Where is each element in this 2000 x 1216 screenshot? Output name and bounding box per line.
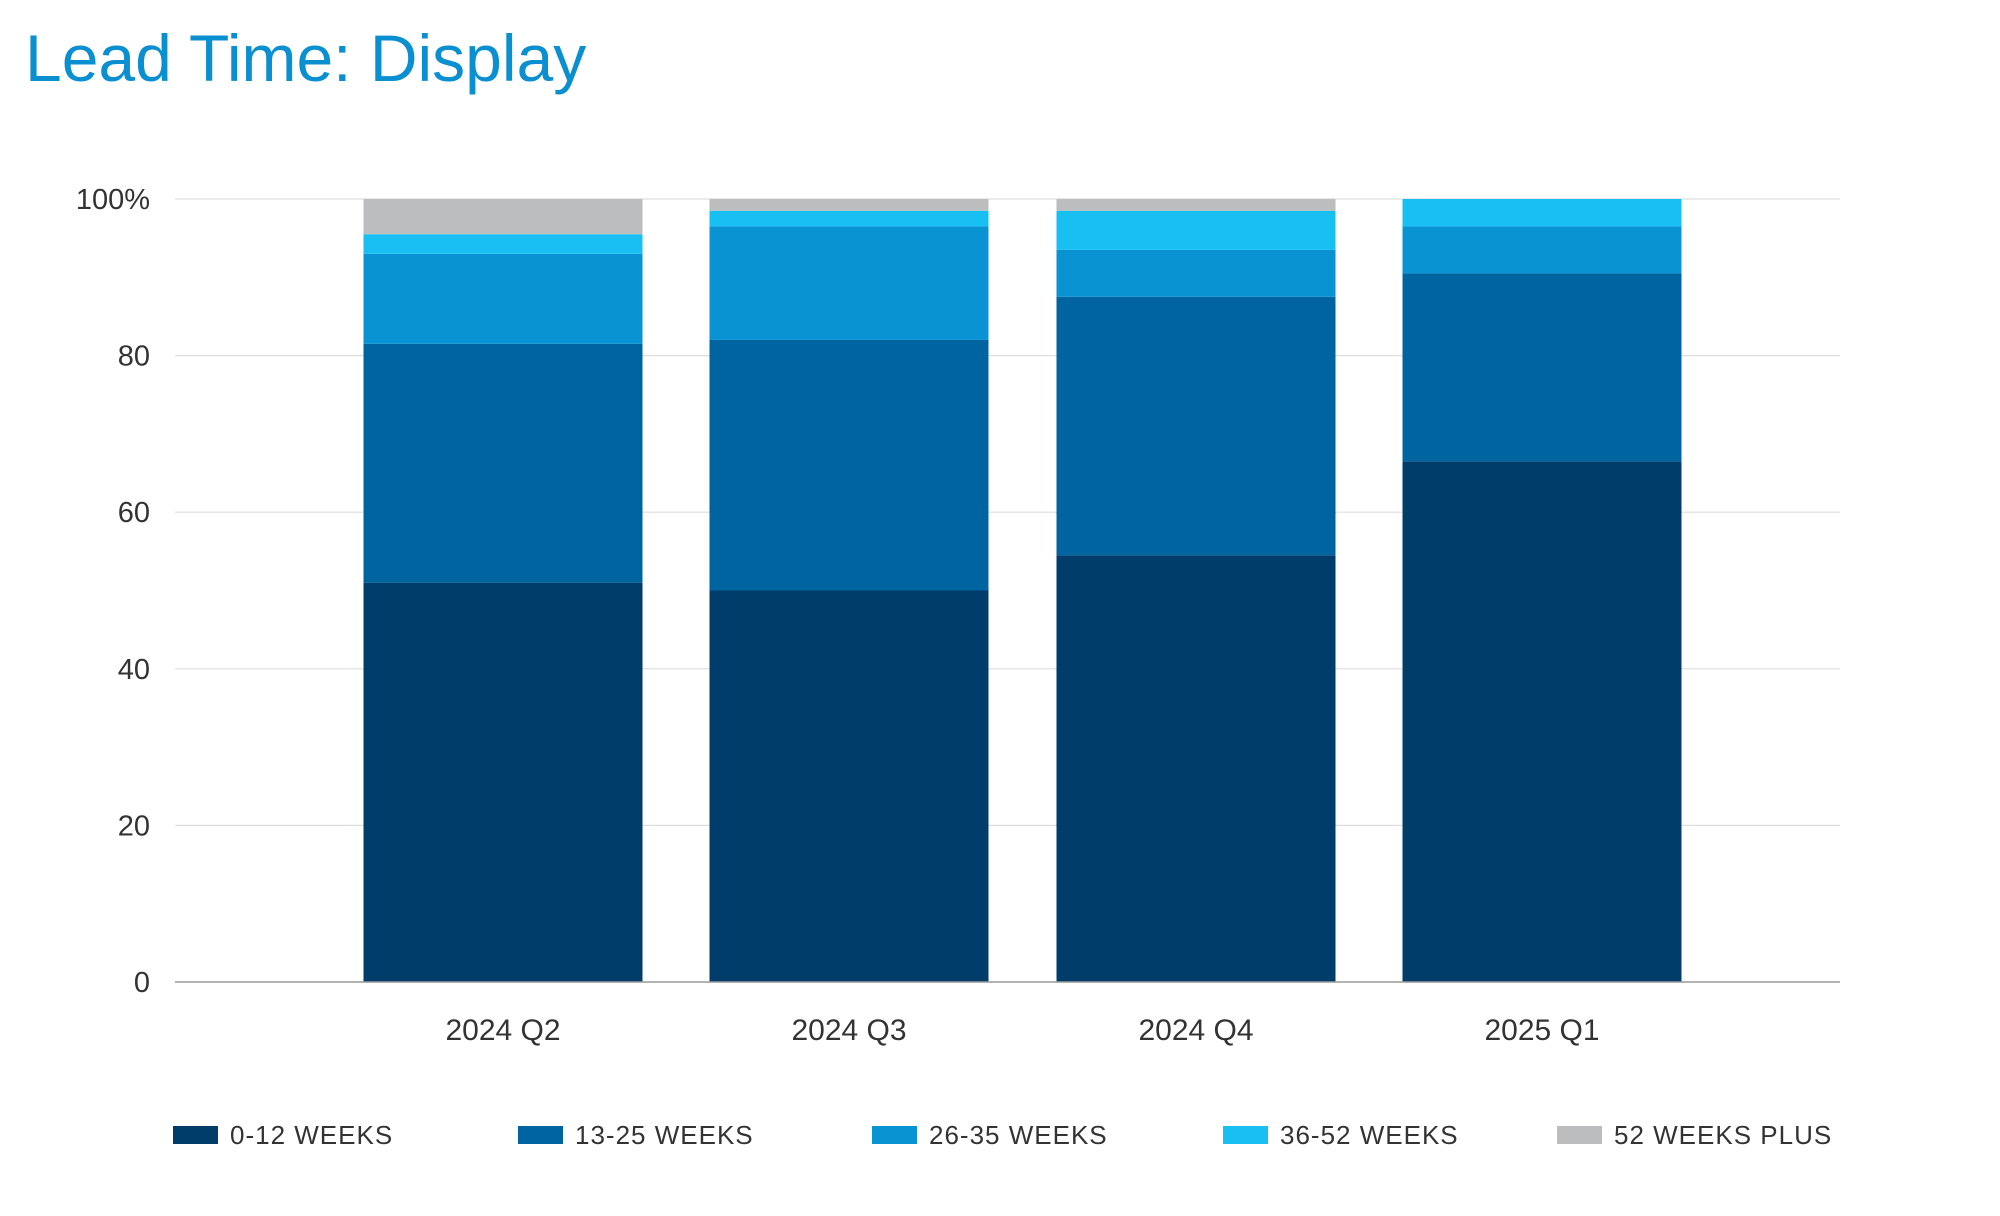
bar-segment-2025-q1-series-1	[1402, 461, 1682, 982]
legend-item: 13-25 WEEKS	[518, 1110, 754, 1160]
bar-segment-2024-q4-series-1	[1056, 555, 1336, 982]
bar-segment-2024-q3-series-4	[709, 210, 989, 227]
legend-label: 36-52 WEEKS	[1280, 1119, 1459, 1150]
bar-segment-2024-q2-series-2	[363, 343, 643, 583]
legend-swatch	[872, 1126, 917, 1144]
x-tick-label: 2024 Q2	[445, 1014, 560, 1047]
legend-label: 52 WEEKS PLUS	[1614, 1119, 1833, 1150]
bar-segment-2024-q4-series-5	[1056, 199, 1336, 211]
legend-item: 52 WEEKS PLUS	[1557, 1110, 1832, 1160]
legend-label: 13-25 WEEKS	[575, 1119, 754, 1150]
bar-segment-2024-q3-series-5	[709, 199, 989, 211]
bar-segment-2024-q2-series-3	[363, 253, 643, 344]
legend-swatch	[518, 1126, 563, 1144]
chart-legend: 0-12 WEEKS 13-25 WEEKS 26-35 WEEKS 36-52 WE…	[0, 1110, 2000, 1160]
y-tick-label: 20	[118, 810, 150, 842]
bar-segment-2025-q1-series-2	[1402, 273, 1682, 462]
x-tick-label: 2025 Q1	[1484, 1014, 1599, 1047]
y-tick-label: 40	[118, 654, 150, 686]
bar-segment-2025-q1-series-4	[1402, 199, 1682, 227]
legend-item: 26-35 WEEKS	[872, 1110, 1108, 1160]
y-tick-label: 0	[134, 967, 150, 999]
bar-segment-2024-q2-series-5	[363, 199, 643, 235]
bars	[363, 199, 1682, 982]
bar-segment-2024-q2-series-4	[363, 234, 643, 254]
bar-segment-2024-q3-series-3	[709, 226, 989, 340]
bar-segment-2024-q3-series-1	[709, 590, 989, 982]
bar-segment-2025-q1-series-3	[1402, 226, 1682, 274]
bar-segment-2024-q2-series-1	[363, 582, 643, 982]
legend-swatch	[173, 1126, 218, 1144]
bar-segment-2024-q3-series-2	[709, 339, 989, 591]
bar-segment-2024-q4-series-3	[1056, 249, 1336, 297]
chart-title: Lead Time: Display	[25, 21, 587, 95]
legend-swatch	[1223, 1126, 1268, 1144]
legend-label: 0-12 WEEKS	[230, 1119, 394, 1150]
legend-label: 26-35 WEEKS	[929, 1119, 1108, 1150]
x-tick-label: 2024 Q3	[791, 1014, 906, 1047]
y-tick-label: 100%	[76, 184, 150, 216]
bar-segment-2024-q4-series-2	[1056, 296, 1336, 556]
x-tick-label: 2024 Q4	[1138, 1014, 1253, 1047]
legend-item: 36-52 WEEKS	[1223, 1110, 1459, 1160]
axes: 0 20 40 60 80 100% 2024 Q2 2024 Q3 2024 Q4 2025 Q…	[76, 184, 1840, 1047]
y-tick-label: 60	[118, 497, 150, 529]
legend-swatch	[1557, 1126, 1602, 1144]
bar-segment-2024-q4-series-4	[1056, 210, 1336, 250]
y-tick-label: 80	[118, 341, 150, 373]
legend-item: 0-12 WEEKS	[173, 1110, 393, 1160]
